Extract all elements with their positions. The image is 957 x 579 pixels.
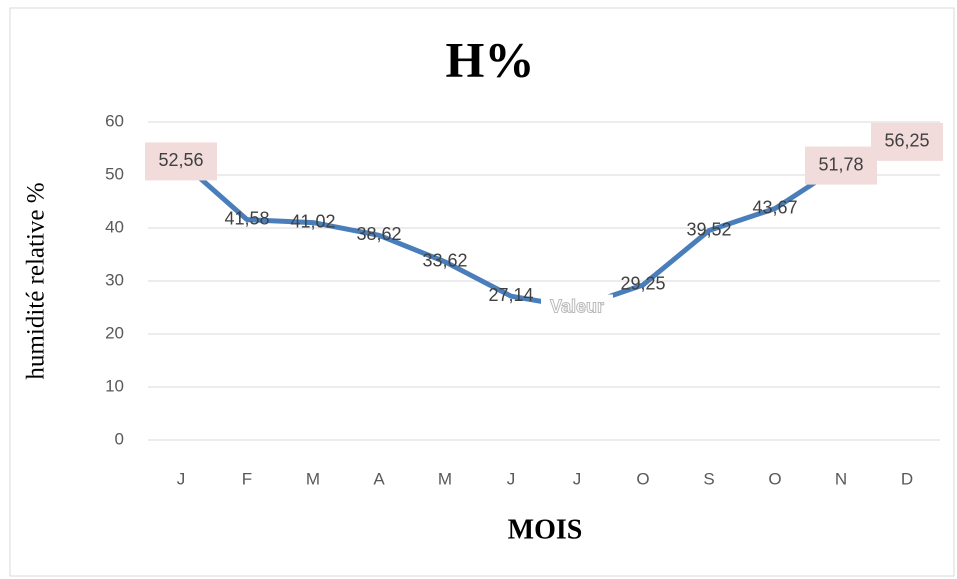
data-label: 27,14: [488, 285, 533, 305]
label-background: [145, 142, 217, 181]
data-label: 51,78: [818, 154, 863, 174]
x-tick-label: M: [438, 469, 452, 488]
x-tick-label: F: [242, 469, 252, 488]
data-label: 41,02: [290, 211, 335, 231]
y-tick-label: 40: [105, 217, 124, 236]
x-tick-label: O: [636, 469, 649, 488]
data-label: 29,25: [620, 274, 665, 294]
data-label: 33,62: [422, 251, 467, 271]
data-label: 38,62: [356, 224, 401, 244]
x-tick-label: S: [703, 469, 714, 488]
label-background: [541, 294, 613, 321]
y-tick-label: 30: [105, 270, 124, 289]
data-label: 56,25: [884, 131, 929, 151]
y-tick-label: 0: [115, 429, 124, 448]
data-label: 52,56: [158, 150, 203, 170]
x-tick-label: J: [507, 469, 516, 488]
data-label: Valeur: [550, 296, 604, 316]
data-label: 41,58: [224, 208, 269, 228]
y-axis-label: humidité relative %: [23, 182, 50, 379]
data-label: 39,52: [686, 219, 731, 239]
y-tick-label: 50: [105, 164, 124, 183]
y-tick-label: 60: [105, 111, 124, 130]
x-tick-label: N: [835, 469, 847, 488]
x-tick-label: J: [177, 469, 186, 488]
x-axis-label: MOIS: [508, 514, 583, 545]
label-background: [805, 146, 877, 185]
x-tick-label: O: [768, 469, 781, 488]
y-tick-label: 20: [105, 323, 124, 342]
x-tick-label: J: [573, 469, 582, 488]
x-tick-label: A: [373, 469, 385, 488]
chart-title: H%: [446, 31, 535, 87]
data-label: 43,67: [752, 197, 797, 217]
chart-frame: [9, 7, 955, 577]
x-tick-label: M: [306, 469, 320, 488]
x-tick-label: D: [901, 469, 913, 488]
y-tick-label: 10: [105, 376, 124, 395]
label-background: [871, 122, 943, 161]
